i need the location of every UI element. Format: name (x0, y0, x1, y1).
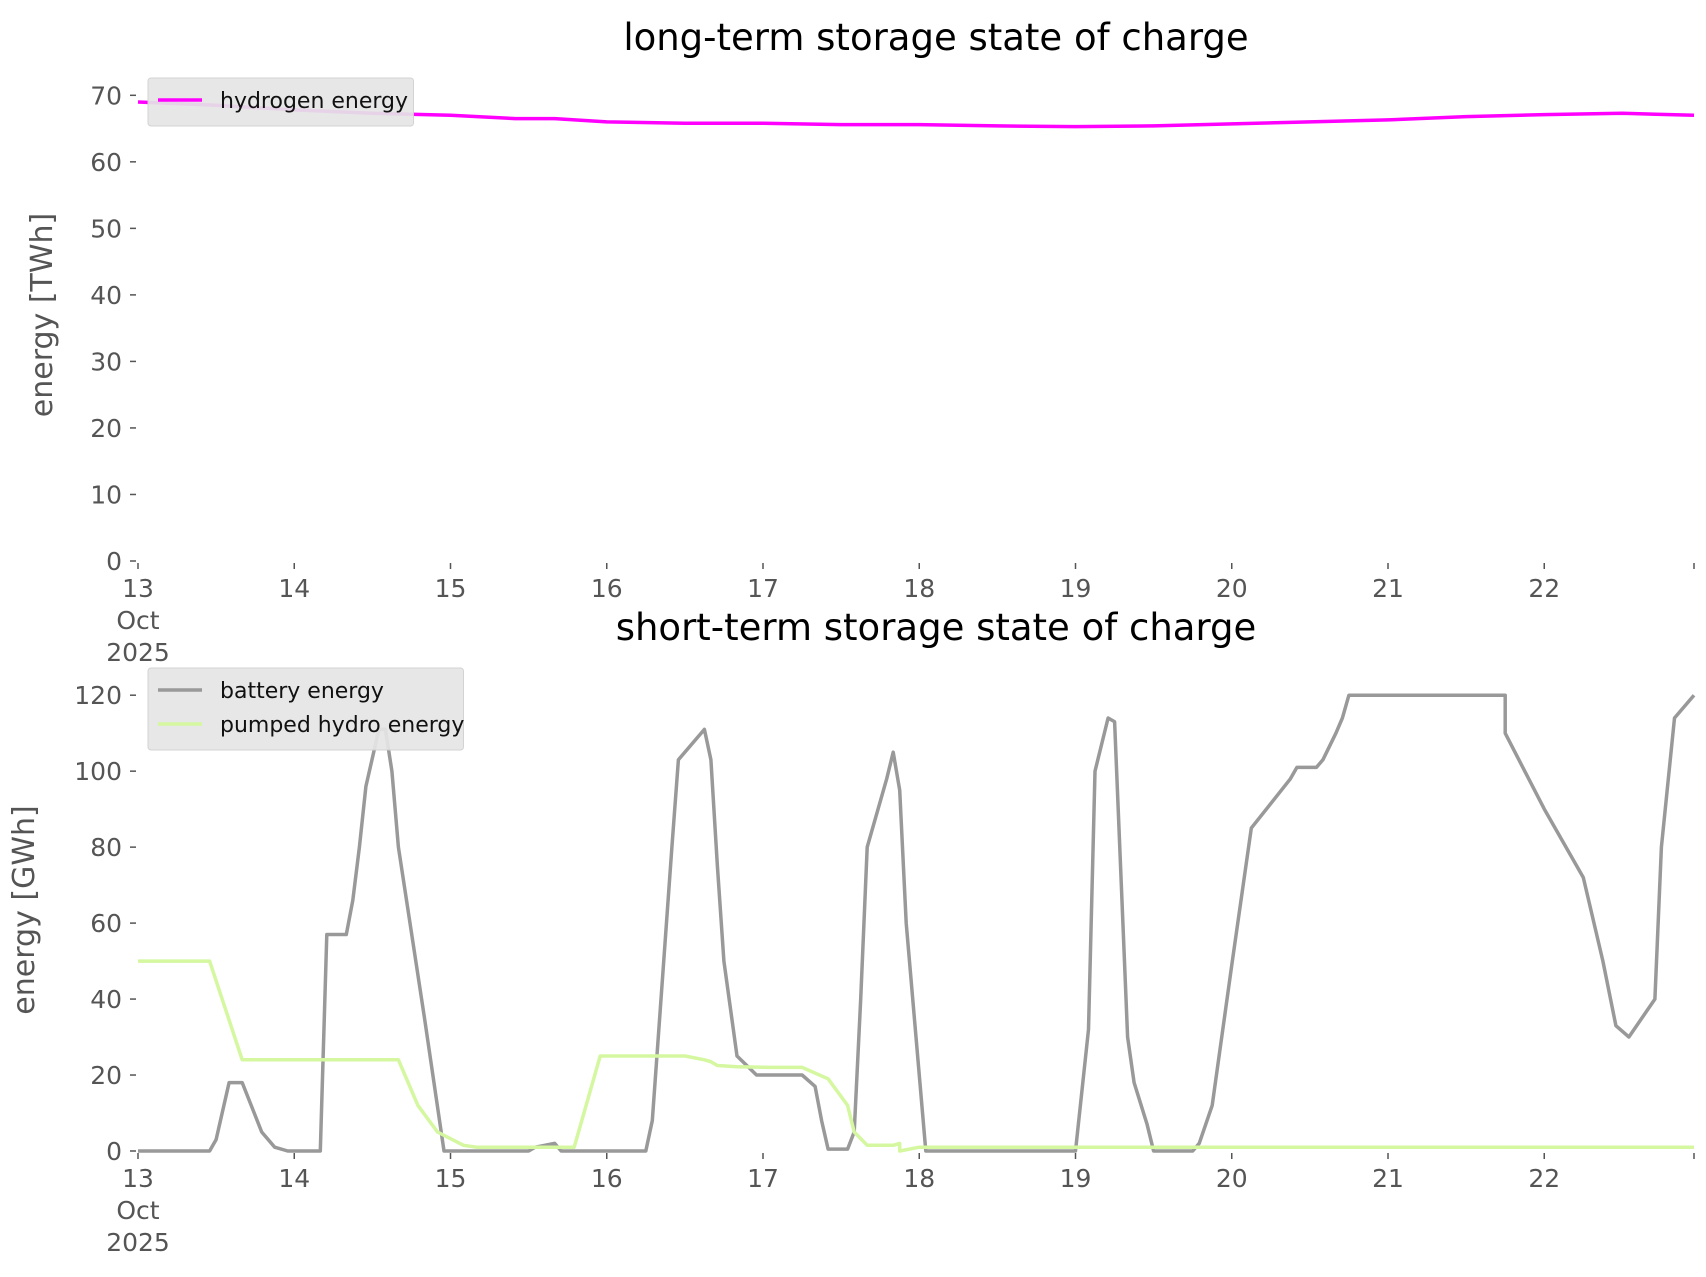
x-tick-label: 14 (278, 1164, 310, 1193)
y-tick-label: 40 (90, 281, 122, 310)
chart-title: long-term storage state of charge (623, 16, 1248, 59)
x-tick-label: 19 (1060, 1164, 1092, 1193)
y-tick-label: 10 (90, 480, 122, 509)
y-tick-label: 60 (90, 148, 122, 177)
legend-label: hydrogen energy (220, 89, 408, 114)
x-tick-label: 18 (903, 1164, 935, 1193)
x-tick-label: Oct (116, 1196, 159, 1225)
y-tick-label: 100 (74, 757, 122, 786)
y-tick-label: 120 (74, 681, 122, 710)
x-tick-label: 17 (747, 1164, 779, 1193)
short-term-panel: short-term storage state of charge energy… (7, 606, 1696, 1257)
x-tick-label: 2025 (106, 1228, 170, 1257)
y-tick-label: 50 (90, 214, 122, 243)
y-tick-label: 80 (90, 833, 122, 862)
x-tick-label: 15 (435, 574, 467, 603)
x-tick-label: 13 (122, 574, 154, 603)
y-tick-label: 40 (90, 985, 122, 1014)
x-tick-label: 21 (1372, 574, 1404, 603)
y-tick-label: 20 (90, 414, 122, 443)
series-line-battery-energy (138, 693, 1696, 1153)
legend-box (147, 667, 464, 751)
series-line-pumped-hydro-energy (138, 959, 1694, 1153)
y-tick-label: 0 (106, 547, 122, 576)
legend-label: battery energy (220, 679, 384, 704)
legend-box (147, 77, 414, 127)
x-tick-label: 17 (747, 574, 779, 603)
chart-title: short-term storage state of charge (616, 606, 1257, 649)
y-tick-label: 70 (90, 81, 122, 110)
x-tick-label: 19 (1060, 574, 1092, 603)
y-tick-label: 0 (106, 1137, 122, 1166)
x-tick-label: 21 (1372, 1164, 1404, 1193)
x-tick-label: 22 (1528, 1164, 1560, 1193)
x-tick-label: 14 (278, 574, 310, 603)
x-tick-label: 13 (122, 1164, 154, 1193)
y-tick-label: 60 (90, 909, 122, 938)
x-tick-label: 16 (591, 574, 623, 603)
long-term-panel: long-term storage state of charge energy … (25, 16, 1695, 667)
y-tick-label: 20 (90, 1061, 122, 1090)
x-tick-label: 2025 (106, 638, 170, 667)
x-tick-label: 16 (591, 1164, 623, 1193)
y-axis-label: energy [TWh] (25, 213, 60, 417)
x-tick-label: 15 (435, 1164, 467, 1193)
x-tick-label: Oct (116, 606, 159, 635)
x-tick-label: 20 (1216, 1164, 1248, 1193)
x-tick-label: 20 (1216, 574, 1248, 603)
x-tick-label: 18 (903, 574, 935, 603)
x-tick-label: 22 (1528, 574, 1560, 603)
legend-label: pumped hydro energy (220, 713, 464, 738)
y-axis-label: energy [GWh] (7, 805, 42, 1014)
y-tick-label: 30 (90, 347, 122, 376)
